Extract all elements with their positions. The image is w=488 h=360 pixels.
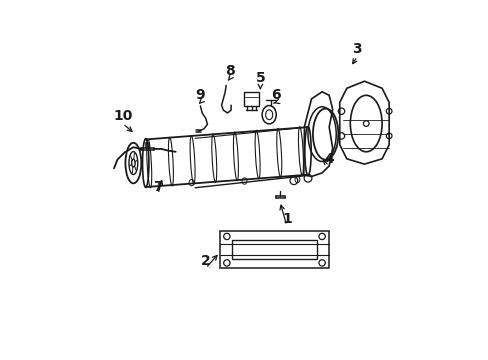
Text: 5: 5 xyxy=(255,71,264,85)
Text: 1: 1 xyxy=(282,212,291,226)
Text: 10: 10 xyxy=(113,109,132,123)
Text: 2: 2 xyxy=(201,254,210,268)
Text: 3: 3 xyxy=(352,42,362,57)
Text: 4: 4 xyxy=(324,152,333,166)
Text: 6: 6 xyxy=(271,88,281,102)
Text: 8: 8 xyxy=(225,64,235,78)
Text: 7: 7 xyxy=(153,180,163,194)
Text: 9: 9 xyxy=(195,88,205,102)
